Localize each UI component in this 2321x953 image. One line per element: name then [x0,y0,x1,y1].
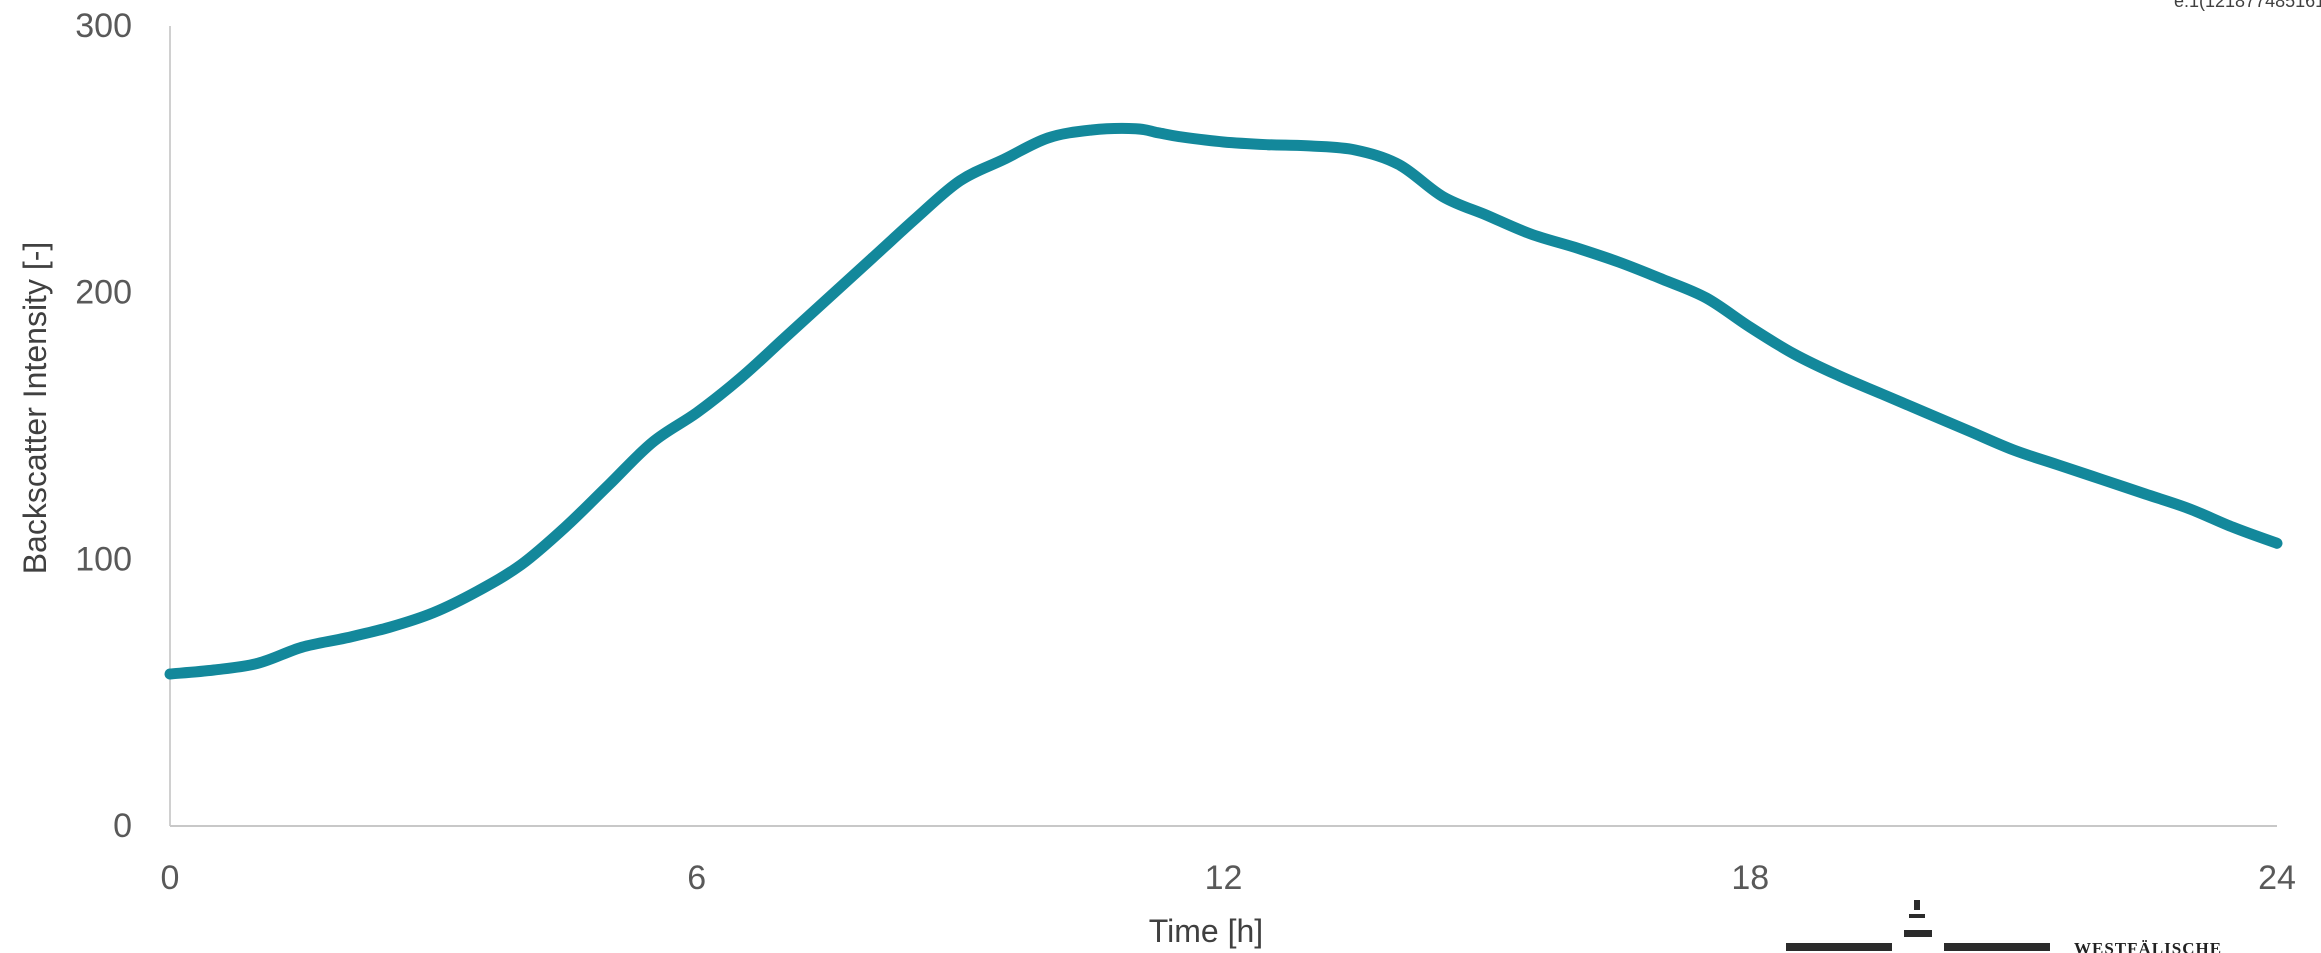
series-line [164,122,2283,680]
y-tick-label: 200 [75,274,132,312]
x-tick-labels: 0 6 12 18 24 [161,859,2296,897]
x-tick-label: 24 [2258,859,2296,897]
x-tick-label: 0 [161,859,180,897]
logo-tick-top [1914,900,1920,910]
logo-bar-center [1904,930,1932,937]
logo-text: WESTFÄLISCHE [2074,939,2222,953]
logo-tick-mid [1909,914,1925,918]
logo-bar-right [1944,943,2050,951]
corner-note: e:1(121877485161 [2174,0,2321,11]
x-axis-title: Time [h] [1149,913,1263,949]
logo-bar-left [1786,943,1892,951]
y-axis-title: Backscatter Intensity [-] [17,242,53,575]
y-tick-label: 100 [75,540,132,578]
y-tick-label: 300 [75,7,132,45]
y-tick-label: 0 [113,807,132,845]
x-tick-label: 6 [687,859,706,897]
institution-logo: WESTFÄLISCHE [1786,900,2222,953]
x-tick-label: 12 [1205,859,1243,897]
x-tick-label: 18 [1731,859,1769,897]
y-tick-labels: 0 100 200 300 [75,7,132,845]
